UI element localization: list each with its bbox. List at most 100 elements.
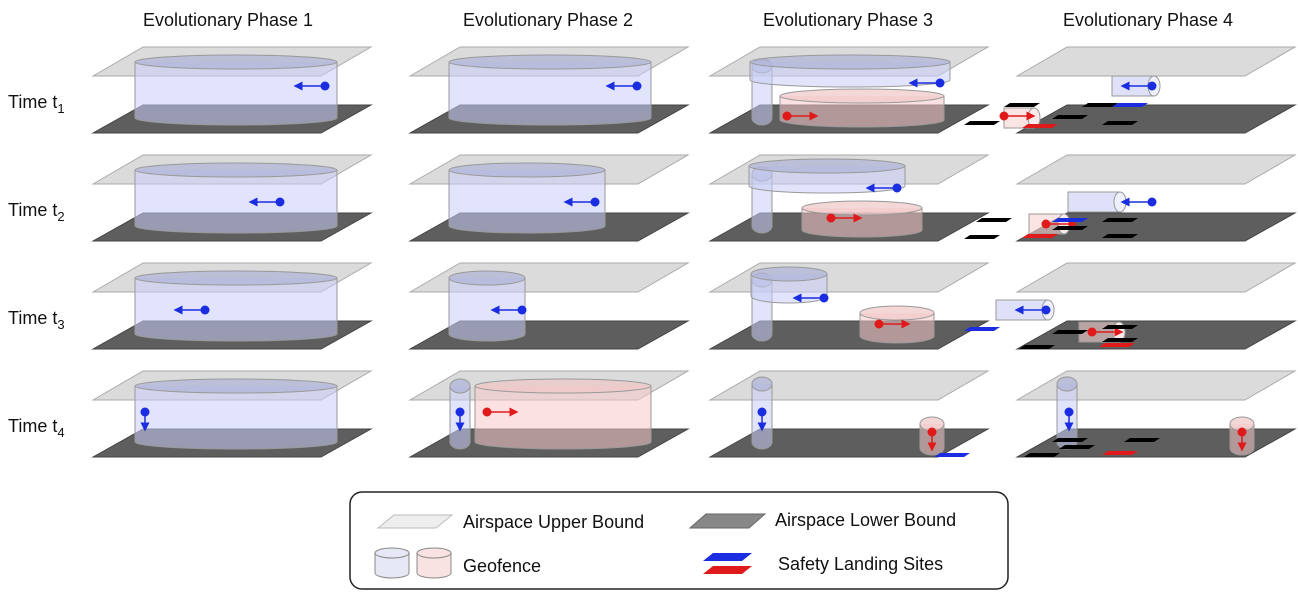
drone bbox=[633, 82, 642, 91]
panel bbox=[964, 155, 1295, 241]
drone bbox=[591, 198, 600, 207]
panel bbox=[410, 263, 688, 349]
geofence-top bbox=[135, 379, 337, 393]
column-title: Evolutionary Phase 3 bbox=[763, 10, 933, 30]
landing-site bbox=[964, 327, 1000, 331]
upper-bound bbox=[1017, 263, 1295, 292]
panel-content bbox=[135, 163, 337, 233]
row-label-sub: 2 bbox=[57, 209, 64, 224]
drone bbox=[483, 408, 492, 417]
landing-site bbox=[1059, 445, 1095, 449]
geofence-tube bbox=[1068, 192, 1120, 212]
drone bbox=[758, 408, 767, 417]
drone bbox=[276, 198, 285, 207]
row-label: Time t4 bbox=[8, 416, 65, 440]
row-label: Time t3 bbox=[8, 308, 65, 332]
landing-site bbox=[1112, 103, 1148, 107]
drone bbox=[1042, 220, 1051, 229]
landing-site bbox=[1102, 338, 1138, 342]
panel bbox=[410, 47, 688, 133]
geofence bbox=[449, 62, 651, 125]
drone bbox=[827, 214, 836, 223]
geofence-top bbox=[1057, 377, 1077, 391]
drone bbox=[141, 408, 150, 417]
panel-content bbox=[450, 379, 651, 449]
column-title: Evolutionary Phase 2 bbox=[463, 10, 633, 30]
landing-site bbox=[1102, 325, 1138, 329]
geofence bbox=[475, 386, 651, 449]
drone bbox=[321, 82, 330, 91]
landing-site bbox=[1052, 438, 1088, 442]
geofence bbox=[135, 170, 337, 233]
drone bbox=[1088, 328, 1097, 337]
row-label-sub: 4 bbox=[57, 425, 64, 440]
panel bbox=[710, 263, 988, 349]
drone bbox=[1065, 408, 1074, 417]
geofence-top bbox=[135, 55, 337, 69]
panels bbox=[93, 47, 1295, 457]
panel bbox=[93, 155, 371, 241]
drone bbox=[928, 428, 937, 437]
landing-site bbox=[1022, 234, 1058, 238]
panel-content bbox=[750, 55, 950, 127]
drone bbox=[1042, 306, 1051, 315]
drone bbox=[875, 320, 884, 329]
geofence-top bbox=[449, 163, 605, 177]
row-label-text: Time t bbox=[8, 200, 57, 220]
row-label-sub: 3 bbox=[57, 317, 64, 332]
landing-site bbox=[1052, 115, 1088, 119]
geofence-top bbox=[450, 379, 470, 393]
row-label: Time t1 bbox=[8, 92, 65, 116]
landing-site bbox=[1124, 438, 1160, 442]
panel-content bbox=[135, 271, 337, 341]
landing-site bbox=[1082, 103, 1118, 107]
panel bbox=[410, 155, 688, 241]
geofence bbox=[135, 62, 337, 125]
panel bbox=[710, 155, 988, 241]
row-label: Time t2 bbox=[8, 200, 65, 224]
landing-site bbox=[1099, 343, 1135, 347]
landing-site bbox=[1102, 121, 1138, 125]
panel-content bbox=[135, 55, 337, 125]
drone bbox=[783, 112, 792, 121]
panel bbox=[964, 263, 1295, 349]
landing-site bbox=[1102, 218, 1138, 222]
landing-site bbox=[1024, 453, 1060, 457]
panel-content bbox=[449, 55, 651, 125]
drone bbox=[518, 306, 527, 315]
geofence-top bbox=[752, 377, 772, 391]
landing-site bbox=[1004, 103, 1040, 107]
panel-content bbox=[449, 163, 605, 233]
panel bbox=[710, 371, 988, 457]
panel bbox=[934, 371, 1295, 457]
landing-site bbox=[1052, 330, 1088, 334]
geofence-top bbox=[751, 267, 827, 281]
landing-site bbox=[976, 218, 1012, 222]
row-label-text: Time t bbox=[8, 308, 57, 328]
geofence-top bbox=[475, 379, 651, 393]
panel-content bbox=[449, 271, 527, 341]
landing-site bbox=[1102, 234, 1138, 238]
row-label-sub: 1 bbox=[57, 101, 64, 116]
drone bbox=[893, 184, 902, 193]
figure: Airspace Upper Bound Airspace Lower Boun… bbox=[0, 0, 1298, 591]
drone bbox=[1148, 198, 1157, 207]
panel bbox=[93, 263, 371, 349]
legend-label: Airspace Upper Bound bbox=[463, 512, 644, 532]
upper-bound bbox=[1017, 47, 1295, 76]
panel bbox=[93, 47, 371, 133]
geofence bbox=[135, 386, 337, 449]
legend-label: Safety Landing Sites bbox=[778, 554, 943, 574]
geofence-top bbox=[749, 159, 905, 173]
geofence-top bbox=[135, 163, 337, 177]
drone bbox=[1000, 112, 1009, 121]
geofence-top bbox=[780, 89, 944, 103]
lower-bound bbox=[1017, 321, 1295, 349]
drone bbox=[820, 294, 829, 303]
legend-label: Geofence bbox=[463, 556, 541, 576]
geofence-top bbox=[802, 201, 922, 215]
geofence bbox=[135, 278, 337, 341]
panel bbox=[93, 371, 371, 457]
drone bbox=[1238, 428, 1247, 437]
geofence-top bbox=[860, 306, 934, 320]
